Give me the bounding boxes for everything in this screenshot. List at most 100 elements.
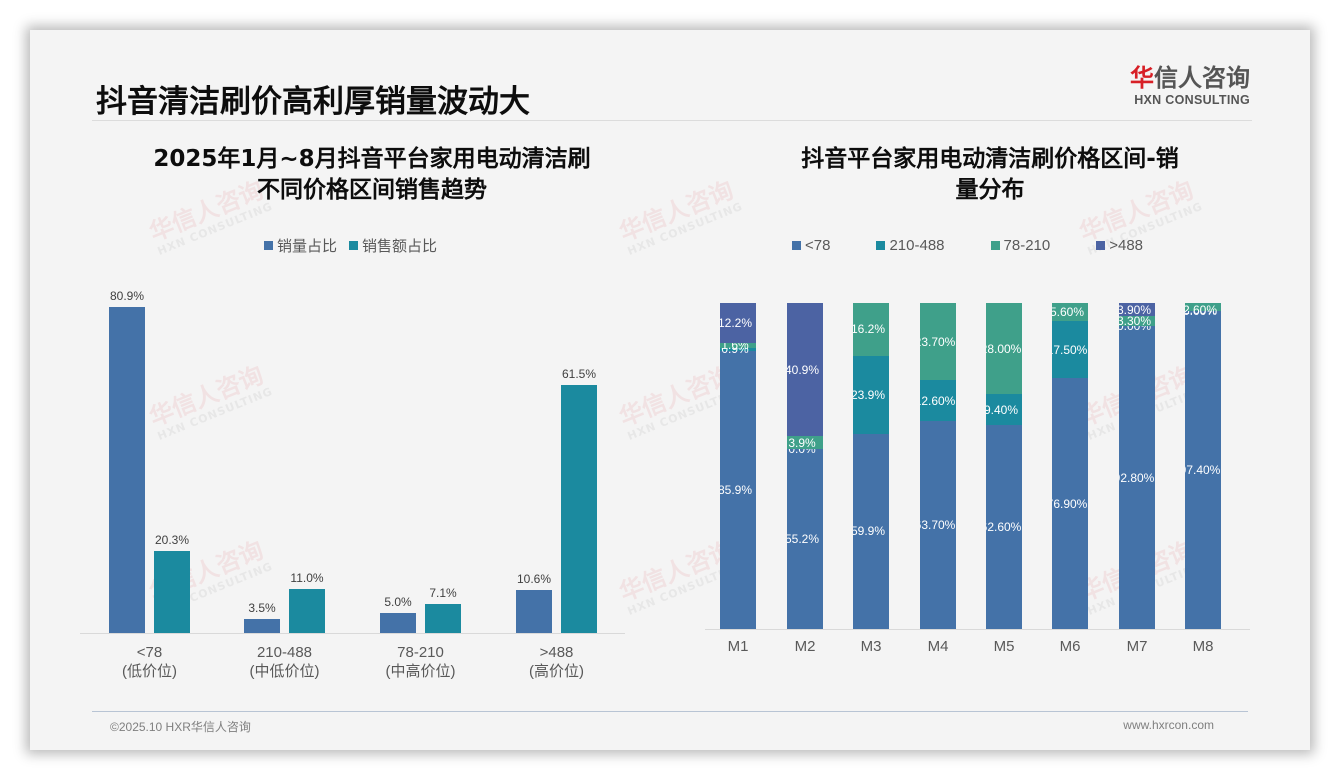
bar-segment <box>1119 315 1155 327</box>
logo-en: HXN CONSULTING <box>1134 93 1250 107</box>
bar-segment <box>1185 303 1221 312</box>
segment-value-label: 12.2% <box>720 315 753 330</box>
left-chart-title-line1: 2025年1月~8月抖音平台家用电动清洁刷 <box>153 146 591 172</box>
legend-label: <78 <box>805 237 831 254</box>
footer-website: www.hxrcon.com <box>1123 718 1214 732</box>
segment-value-label: 12.60% <box>920 393 956 408</box>
legend-item: >488 <box>1096 237 1143 254</box>
segment-value-label: 85.9% <box>720 482 753 497</box>
legend-label: 210-488 <box>889 237 945 254</box>
category-tier: (低价位) <box>122 663 177 680</box>
bar-segment <box>1052 378 1088 629</box>
bar-segment <box>720 347 756 351</box>
bar-value-label: 11.0% <box>290 570 324 585</box>
category-label: >488 (高价位) <box>497 643 617 681</box>
bar-revenue <box>289 588 325 633</box>
bar-value-label: 5.0% <box>384 594 412 609</box>
bar-segment <box>920 303 956 381</box>
bar-segment <box>986 394 1022 425</box>
segment-value-label: 59.9% <box>853 524 886 539</box>
stacked-bar: 97.40%0.00%2.60% <box>1185 303 1221 629</box>
segment-value-label: 28.00% <box>986 341 1022 356</box>
legend-swatch <box>1096 241 1106 250</box>
month-label: M6 <box>1059 638 1081 655</box>
legend-item: 210-488 <box>876 237 945 254</box>
bar-segment <box>787 449 823 629</box>
x-axis-line <box>80 633 625 634</box>
page-title: 抖音清洁刷价高利厚销量波动大 <box>96 84 530 120</box>
category-range: <78 <box>136 644 163 661</box>
segment-value-label: 5.60% <box>1052 305 1085 320</box>
bar-volume <box>380 612 416 633</box>
stacked-bar: 55.2% 0.0% 3.9% 40.9% <box>787 303 823 629</box>
legend-swatch <box>792 241 801 250</box>
bar-revenue <box>425 604 461 633</box>
title-divider <box>92 120 1252 121</box>
bar-value-label: 20.3% <box>154 533 190 548</box>
bar-segment <box>720 350 756 629</box>
category-range: 78-210 <box>397 644 444 661</box>
left-chart-title: 2025年1月~8月抖音平台家用电动清洁刷 不同价格区间销售趋势 <box>92 144 652 206</box>
legend-item: <78 <box>792 237 830 254</box>
stacked-bar: 85.9% 0.9% 1.6% 12.2% <box>720 303 756 629</box>
bar-segment <box>787 436 823 450</box>
category-range: 210-488 <box>256 644 313 661</box>
bar-value-label: 10.6% <box>516 572 552 587</box>
bar-volume <box>109 307 145 633</box>
left-chart-legend: 销量占比 销售额占比 <box>264 235 437 256</box>
left-chart-plot: 80.9% 20.3% <78 (低价位) 3.5% 11.0% 210-488 (中低价位)… <box>30 30 670 710</box>
bar-segment <box>853 303 889 356</box>
logo-accent-char: 华 <box>1130 64 1154 92</box>
legend-item: 78-210 <box>990 237 1051 254</box>
company-logo: 华信人咨询 HXN CONSULTING <box>1110 64 1250 108</box>
month-label: M1 <box>727 638 749 655</box>
stacked-bar: 59.9% 23.9% 16.2% <box>853 303 889 629</box>
month-label: M2 <box>794 638 816 655</box>
bar-segment <box>1052 321 1088 379</box>
category-label: 78-210 (中高价位) <box>361 643 481 681</box>
footer-divider <box>92 711 1248 712</box>
legend-swatch <box>876 241 886 250</box>
bar-revenue <box>154 551 190 633</box>
bar-segment <box>853 355 889 434</box>
segment-value-label: 9.40% <box>986 402 1019 417</box>
bar-volume <box>516 590 552 633</box>
bar-segment <box>853 433 889 629</box>
footer-copyright: ©2025.10 HXR华信人咨询 <box>110 720 251 734</box>
bar-value-label: 3.5% <box>248 600 276 615</box>
bar-segment <box>720 303 756 343</box>
legend-item-volume: 销量占比 <box>264 235 337 256</box>
bar-segment <box>920 380 956 422</box>
bar-value-label: 80.9% <box>109 289 145 303</box>
logo-cn: 华信人咨询 <box>1110 64 1250 92</box>
segment-value-label: 40.9% <box>787 362 820 377</box>
left-chart-title-line2: 不同价格区间销售趋势 <box>257 177 487 203</box>
segment-value-label: 76.90% <box>1052 496 1088 511</box>
bar-revenue <box>561 385 597 633</box>
segment-value-label: 23.70% <box>920 334 956 349</box>
segment-value-label: 2.60% <box>1185 303 1218 317</box>
bar-volume <box>244 618 280 633</box>
bar-value-label: 61.5% <box>561 367 597 382</box>
right-chart-legend: <78 210-488 78-210 >488 <box>792 237 1143 254</box>
bar-value-label: 7.1% <box>429 586 457 601</box>
category-tier: (中高价位) <box>385 663 456 680</box>
stacked-bar: 63.70% 12.60% 23.70% <box>920 303 956 629</box>
segment-value-label: 62.60% <box>986 519 1022 534</box>
stacked-bar: 62.60% 9.40% 28.00% <box>986 303 1022 629</box>
stacked-bar: 76.90% 17.50% 5.60% <box>1052 303 1088 629</box>
segment-value-label: 92.80% <box>1119 470 1155 485</box>
legend-item-revenue: 销售额占比 <box>349 235 437 256</box>
segment-value-label: 63.70% <box>920 518 956 533</box>
x-axis-line <box>705 629 1250 630</box>
logo-cn-text: 信人咨询 <box>1154 64 1250 92</box>
legend-label-revenue: 销售额占比 <box>362 238 438 255</box>
category-tier: (高价位) <box>529 663 584 680</box>
segment-value-label: 3.30% <box>1119 314 1152 329</box>
month-label: M4 <box>927 638 949 655</box>
legend-label: 78-210 <box>1003 237 1051 254</box>
bar-segment <box>720 342 756 348</box>
bar-segment <box>1119 326 1155 629</box>
bar-segment <box>787 303 823 437</box>
legend-swatch-revenue <box>349 241 359 250</box>
